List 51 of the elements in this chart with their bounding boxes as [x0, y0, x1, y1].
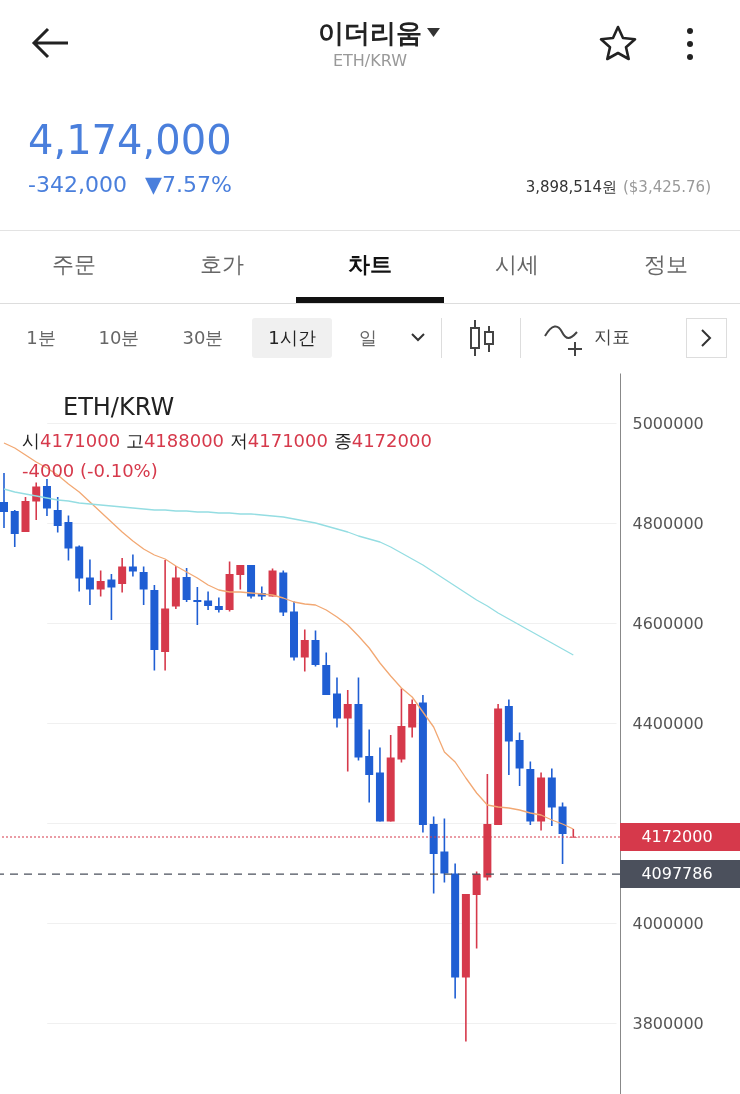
y-tick-label: 4000000	[632, 913, 704, 933]
candlestick	[440, 817, 449, 884]
text: 주문	[52, 252, 96, 277]
chart-subtitle: ETH/KRW	[332, 51, 408, 70]
text: 시세	[495, 252, 539, 277]
text: 정보	[644, 252, 688, 277]
ref-line-label: 4172000	[641, 827, 713, 846]
candlestick	[214, 596, 223, 614]
annotation: ETH/KRW	[63, 393, 175, 421]
text: 호가	[200, 252, 244, 277]
text: 30분	[182, 327, 224, 348]
candlestick	[128, 553, 137, 578]
text: ▼7.57%	[145, 172, 232, 197]
y-tick-label: 4800000	[632, 513, 704, 533]
text: 차트	[348, 252, 392, 277]
y-tick-label: 3800000	[632, 1013, 704, 1033]
text: 1시간	[268, 327, 316, 348]
candlestick	[118, 557, 127, 594]
text: 1분	[26, 327, 56, 348]
candlestick	[42, 478, 51, 517]
y-tick-label: 4400000	[632, 713, 704, 733]
text: 4,174,000	[28, 117, 232, 163]
annotation: 시4171000 고4188000 저4171000 종4172000	[22, 430, 432, 451]
candlestick	[408, 698, 417, 739]
candlestick	[182, 567, 191, 603]
candlestick	[472, 870, 481, 950]
text: ($3,425.76)	[622, 177, 711, 196]
ref-line-label: 4097786	[641, 864, 713, 884]
candlestick	[10, 509, 19, 548]
candlestick	[107, 573, 116, 621]
line-series	[3, 488, 574, 656]
candlestick	[139, 565, 148, 606]
candlestick	[193, 586, 202, 626]
candlestick	[365, 728, 374, 804]
candlestick	[204, 590, 213, 611]
candlestick	[236, 564, 245, 591]
y-tick-label: 5000000	[632, 413, 704, 433]
candlestick	[300, 628, 309, 673]
candlestick	[32, 481, 41, 521]
candlestick	[96, 569, 105, 598]
candlestick	[343, 689, 352, 773]
text: -342,000	[28, 172, 127, 197]
text: 지표	[594, 326, 630, 347]
text: 3,898,514원	[525, 177, 617, 196]
chart-title: 이더리움	[318, 18, 422, 48]
y-tick-label: 4600000	[632, 613, 704, 633]
candlestick	[53, 496, 62, 534]
candlestick	[85, 558, 94, 606]
text: 10분	[98, 327, 140, 348]
text: 일	[359, 327, 377, 348]
candlestick	[0, 472, 8, 529]
